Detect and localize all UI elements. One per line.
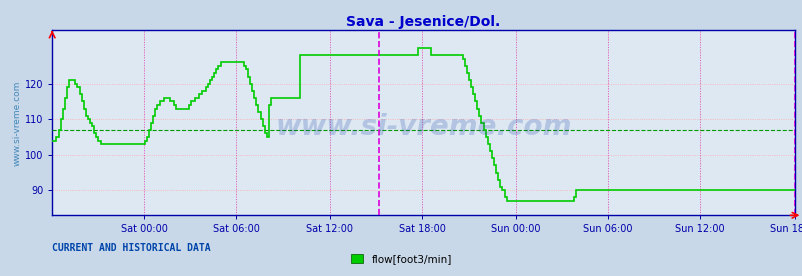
Text: www.si-vreme.com: www.si-vreme.com [275, 113, 571, 140]
Text: CURRENT AND HISTORICAL DATA: CURRENT AND HISTORICAL DATA [52, 243, 211, 253]
Title: Sava - Jesenice/Dol.: Sava - Jesenice/Dol. [346, 15, 500, 29]
Legend: flow[foot3/min]: flow[foot3/min] [346, 250, 456, 268]
Y-axis label: www.si-vreme.com: www.si-vreme.com [13, 80, 22, 166]
